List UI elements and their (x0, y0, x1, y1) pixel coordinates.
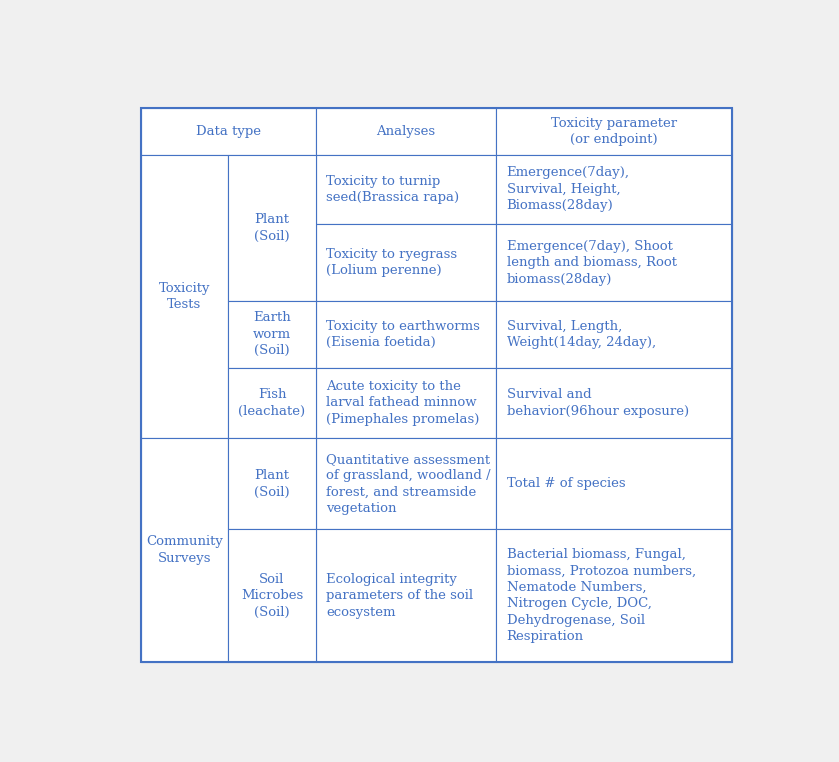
Bar (315, 108, 496, 155)
Text: Fish
(leachate): Fish (leachate) (238, 388, 305, 418)
Bar (141, 108, 315, 155)
Text: Soil
Microbes
(Soil): Soil Microbes (Soil) (241, 572, 303, 619)
Text: Plant
(Soil): Plant (Soil) (254, 469, 289, 498)
Bar (141, 155, 228, 438)
Text: Bacterial biomass, Fungal,
biomass, Protozoa numbers,
Nematode Numbers,
Nitrogen: Bacterial biomass, Fungal, biomass, Prot… (507, 548, 696, 643)
Text: Emergence(7day), Shoot
length and biomass, Root
biomass(28day): Emergence(7day), Shoot length and biomas… (507, 239, 677, 286)
Text: Earth
worm
(Soil): Earth worm (Soil) (253, 312, 291, 357)
Bar (496, 155, 732, 224)
Bar (315, 301, 496, 367)
Text: Acute toxicity to the
larval fathead minnow
(Pimephales promelas): Acute toxicity to the larval fathead min… (326, 380, 480, 426)
Bar (315, 224, 496, 301)
Bar (496, 530, 732, 661)
Text: Ecological integrity
parameters of the soil
ecosystem: Ecological integrity parameters of the s… (326, 572, 473, 619)
Text: Total # of species: Total # of species (507, 478, 625, 491)
Text: Emergence(7day),
Survival, Height,
Biomass(28day): Emergence(7day), Survival, Height, Bioma… (507, 166, 629, 213)
Bar (315, 367, 496, 438)
Bar (496, 367, 732, 438)
Bar (315, 438, 496, 530)
Text: Toxicity to earthworms
(Eisenia foetida): Toxicity to earthworms (Eisenia foetida) (326, 319, 480, 349)
Text: Toxicity to ryegrass
(Lolium perenne): Toxicity to ryegrass (Lolium perenne) (326, 248, 457, 277)
Text: Survival and
behavior(96hour exposure): Survival and behavior(96hour exposure) (507, 388, 689, 418)
Text: Data type: Data type (195, 125, 261, 138)
Text: Community
Surveys: Community Surveys (146, 535, 223, 565)
Bar (228, 301, 315, 367)
Bar (228, 530, 315, 661)
Bar (315, 155, 496, 224)
Text: Analyses: Analyses (377, 125, 435, 138)
Bar (496, 108, 732, 155)
Bar (228, 155, 315, 301)
Bar (496, 438, 732, 530)
Text: Plant
(Soil): Plant (Soil) (254, 213, 289, 242)
Text: Toxicity parameter
(or endpoint): Toxicity parameter (or endpoint) (551, 117, 677, 146)
Bar (496, 224, 732, 301)
Bar (141, 438, 228, 661)
Text: Toxicity
Tests: Toxicity Tests (159, 282, 211, 311)
Text: Toxicity to turnip
seed(Brassica rapa): Toxicity to turnip seed(Brassica rapa) (326, 174, 459, 204)
Bar (228, 367, 315, 438)
Bar (228, 438, 315, 530)
Bar (315, 530, 496, 661)
Text: Survival, Length,
Weight(14day, 24day),: Survival, Length, Weight(14day, 24day), (507, 319, 656, 349)
Bar (496, 301, 732, 367)
Text: Quantitative assessment
of grassland, woodland /
forest, and streamside
vegetati: Quantitative assessment of grassland, wo… (326, 453, 491, 515)
